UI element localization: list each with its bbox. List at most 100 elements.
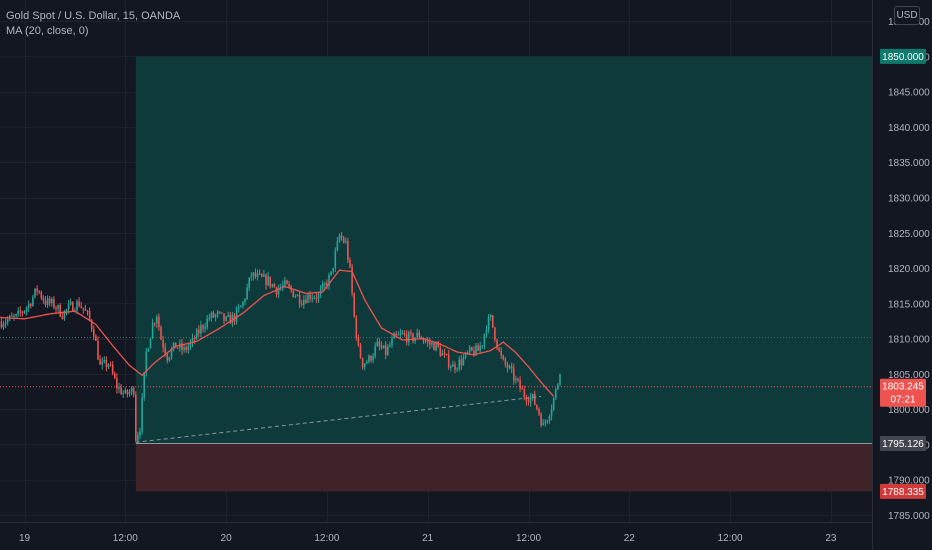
candle-body xyxy=(504,359,507,365)
time-tick-label: 21 xyxy=(422,533,434,544)
candle-body xyxy=(347,241,349,261)
candle-body xyxy=(439,346,442,356)
candle-body xyxy=(519,379,521,389)
candle-body xyxy=(195,329,198,340)
entry-price-badge xyxy=(880,436,926,452)
candle-body xyxy=(387,346,389,355)
candle-body xyxy=(435,341,437,351)
candle-body xyxy=(368,355,370,363)
candle-body xyxy=(521,388,523,390)
candle-body xyxy=(445,353,448,355)
candle-body xyxy=(267,276,269,285)
candle-body xyxy=(487,317,490,330)
candle-body xyxy=(166,354,169,361)
candle-body xyxy=(534,393,536,405)
candle-body xyxy=(130,387,133,392)
candle-body xyxy=(168,357,171,361)
candle-body xyxy=(523,389,526,398)
candle-body xyxy=(181,343,183,351)
candle-body xyxy=(231,314,234,324)
candle-body xyxy=(158,316,160,328)
candle-body xyxy=(454,364,456,370)
candle-body xyxy=(384,345,387,355)
candle-body xyxy=(300,303,303,305)
candle-body xyxy=(464,352,467,358)
candle-body xyxy=(135,394,137,441)
entry-price-badge-label: 1795.126 xyxy=(882,439,924,450)
candle-body xyxy=(242,302,244,306)
candle-body xyxy=(288,284,290,287)
candle-body xyxy=(508,366,511,368)
candle-body xyxy=(416,332,418,338)
candle-body xyxy=(82,307,85,310)
candle-body xyxy=(223,313,225,321)
candle-body xyxy=(120,387,122,395)
candle-body xyxy=(506,364,509,368)
last-price-badge xyxy=(880,378,926,407)
candle-body xyxy=(210,312,213,319)
candle-body xyxy=(391,338,393,346)
candle-body xyxy=(80,306,82,308)
candle-body xyxy=(433,342,435,351)
candle-body xyxy=(118,387,120,389)
chart-legend: Gold Spot / U.S. Dollar, 15, OANDA MA (2… xyxy=(6,9,180,39)
candle-body xyxy=(193,337,196,340)
candle-body xyxy=(147,348,150,352)
candle-body xyxy=(240,305,242,308)
candle-body xyxy=(40,292,43,299)
candle-body xyxy=(286,280,288,285)
candle-body xyxy=(55,307,57,309)
candle-body xyxy=(227,315,229,317)
candle-body xyxy=(332,267,334,272)
candle-body xyxy=(32,296,34,306)
candle-body xyxy=(538,408,540,415)
candle-body xyxy=(450,367,452,369)
candle-body xyxy=(237,307,240,309)
price-tick-label: 1790.000 xyxy=(888,476,930,487)
candle-body xyxy=(456,368,458,370)
candle-body xyxy=(141,397,143,432)
candle-body xyxy=(271,284,274,287)
candle-body xyxy=(544,422,547,424)
candle-body xyxy=(515,378,517,381)
candle-body xyxy=(124,389,127,393)
candle-body xyxy=(261,274,263,277)
candle-body xyxy=(103,359,106,362)
candle-body xyxy=(473,350,475,356)
candle-body xyxy=(69,302,72,305)
candle-body xyxy=(143,372,145,398)
price-tick-label: 1785.000 xyxy=(888,511,930,522)
candle-body xyxy=(399,333,402,335)
candle-body xyxy=(57,305,59,309)
candle-body xyxy=(122,392,124,395)
candle-body xyxy=(370,355,372,361)
candle-body xyxy=(424,340,427,342)
candle-body xyxy=(336,241,339,251)
candle-body xyxy=(44,300,47,305)
candle-body xyxy=(189,342,192,347)
candle-body xyxy=(292,290,295,298)
price-tick-label: 1830.000 xyxy=(888,194,930,205)
candle-body xyxy=(559,373,561,385)
candle-body xyxy=(496,339,498,349)
price-tick-label: 1840.000 xyxy=(888,123,930,134)
candle-body xyxy=(382,345,385,349)
candle-body xyxy=(48,298,51,304)
candle-body xyxy=(485,329,488,335)
candle-body xyxy=(363,363,366,368)
candle-body xyxy=(447,354,450,368)
candle-body xyxy=(489,314,492,318)
candle-body xyxy=(0,321,3,328)
candle-body xyxy=(546,420,549,423)
time-tick-label: 12:00 xyxy=(314,533,339,544)
candle-body xyxy=(263,274,265,277)
candle-body xyxy=(527,401,530,403)
candle-body xyxy=(345,241,347,243)
candle-body xyxy=(550,409,553,417)
candle-body xyxy=(443,353,446,355)
currency-button[interactable]: USD xyxy=(894,6,920,25)
candle-body xyxy=(185,347,187,351)
candle-body xyxy=(116,378,118,389)
candle-body xyxy=(229,315,232,324)
